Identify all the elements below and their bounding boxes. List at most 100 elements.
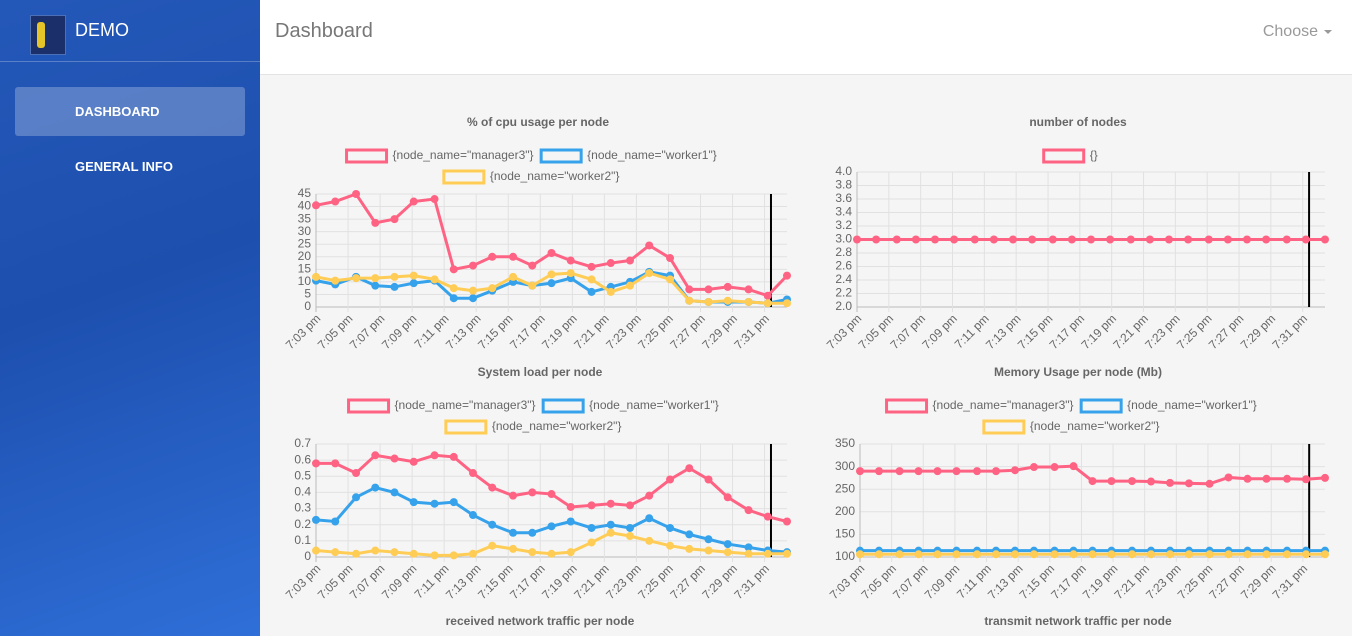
data-point [666, 475, 675, 484]
legend-swatch [885, 398, 929, 414]
y-tick-label: 2.0 [835, 299, 852, 313]
nav-item[interactable]: GENERAL INFO [75, 159, 173, 174]
data-point [1147, 550, 1156, 559]
y-tick-label: 0.3 [294, 501, 311, 515]
data-point [1262, 474, 1271, 483]
data-point [1184, 235, 1193, 244]
data-point [371, 274, 380, 283]
data-point [587, 275, 596, 284]
data-point [626, 281, 634, 290]
data-point [895, 550, 904, 559]
data-point [933, 467, 942, 476]
data-point [685, 544, 694, 553]
data-point [626, 532, 634, 541]
chart-title: number of nodes [1029, 115, 1127, 129]
y-tick-label: 0 [304, 549, 311, 563]
data-point [371, 451, 380, 460]
y-tick-label: 300 [835, 459, 855, 473]
y-tick-label: 0.7 [294, 436, 311, 450]
y-tick-label: 3.4 [835, 205, 852, 219]
data-point [371, 281, 380, 290]
legend-label: {} [1090, 148, 1098, 162]
data-point [509, 528, 518, 537]
data-point [914, 467, 923, 476]
data-point [488, 483, 497, 492]
data-point [685, 530, 694, 539]
data-point [1069, 550, 1078, 559]
data-point [645, 241, 654, 250]
data-point [783, 271, 791, 280]
data-point [645, 269, 654, 278]
data-point [1126, 235, 1135, 244]
data-point [892, 235, 901, 244]
data-point [371, 218, 380, 227]
data-point [331, 276, 340, 285]
x-tick-label: 7:31 pm [731, 311, 772, 352]
y-tick-label: 3.2 [835, 218, 852, 232]
data-point [723, 296, 732, 305]
data-point [587, 538, 596, 547]
data-point [1166, 550, 1174, 559]
data-point [469, 286, 477, 295]
data-point [390, 272, 399, 281]
data-point [744, 549, 753, 558]
data-point [704, 285, 713, 294]
data-point [626, 501, 634, 510]
sidebar: DEMO DASHBOARD GENERAL INFO [0, 0, 260, 636]
y-tick-label: 10 [298, 274, 312, 288]
data-point [566, 517, 575, 526]
data-point [1088, 550, 1097, 559]
data-point [547, 490, 556, 499]
data-point [1243, 550, 1252, 559]
data-point [723, 493, 732, 502]
data-point [587, 523, 596, 532]
data-point [723, 548, 732, 557]
brand[interactable]: DEMO [75, 20, 129, 40]
data-point [352, 493, 361, 502]
chart-title: % of cpu usage per node [467, 115, 609, 129]
chart-title: Memory Usage per node (Mb) [994, 365, 1162, 379]
data-point [783, 549, 791, 558]
data-point [1128, 477, 1137, 486]
data-point [973, 467, 982, 476]
legend-label: {node_name="worker1"} [587, 148, 717, 162]
data-point [1107, 550, 1116, 559]
data-point [914, 550, 923, 559]
data-point [1050, 463, 1059, 472]
data-point [352, 274, 361, 283]
data-point [992, 550, 1001, 559]
x-tick-label: 7:31 pm [1270, 561, 1311, 602]
data-point [970, 235, 979, 244]
y-tick-label: 2.2 [835, 286, 852, 300]
data-point [1147, 477, 1156, 486]
data-point [488, 520, 497, 529]
data-point [331, 548, 340, 557]
data-point [1165, 235, 1173, 244]
legend-label: {node_name="manager3"} [933, 398, 1074, 412]
data-point [390, 488, 399, 497]
data-point [528, 281, 537, 290]
data-point [856, 467, 864, 476]
data-point [1050, 550, 1059, 559]
nav-item[interactable]: DASHBOARD [15, 87, 245, 136]
data-point [312, 515, 320, 524]
data-point [783, 517, 791, 526]
data-point [931, 235, 939, 244]
y-tick-label: 3.6 [835, 191, 852, 205]
data-point [528, 548, 537, 557]
data-point [1302, 475, 1311, 484]
data-point [469, 549, 477, 558]
data-point [952, 467, 961, 476]
data-point [1205, 479, 1214, 488]
choose-menu[interactable]: Choose [1263, 23, 1332, 41]
data-point [763, 291, 772, 300]
data-point [488, 252, 497, 261]
data-point [449, 284, 458, 293]
data-point [312, 201, 320, 210]
data-point [1011, 550, 1019, 559]
header: Dashboard Choose [260, 0, 1352, 75]
data-point [666, 254, 675, 263]
data-point [645, 491, 654, 500]
data-point [1243, 235, 1251, 244]
data-point [528, 528, 537, 537]
